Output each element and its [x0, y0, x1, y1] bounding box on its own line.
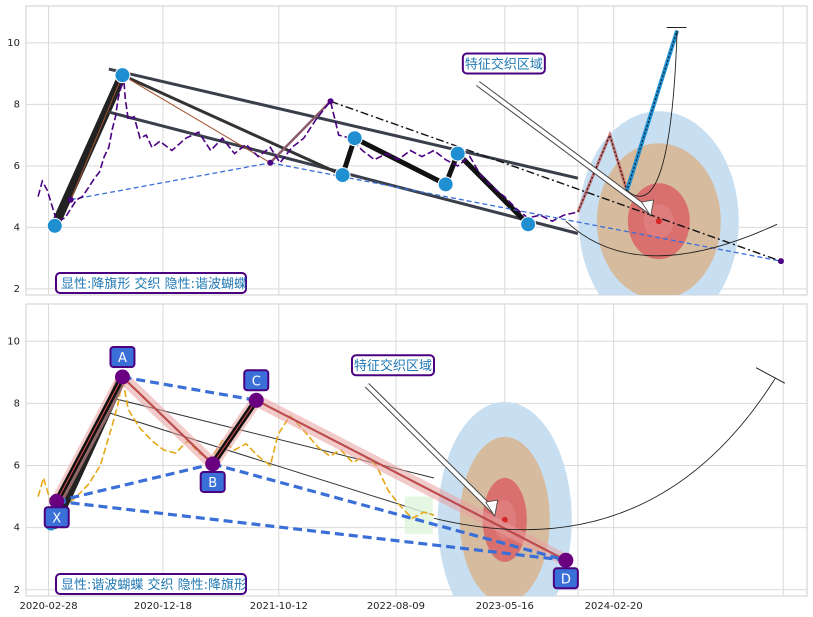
- y-tick-label: 4: [14, 523, 20, 534]
- zone-label-box: [461, 52, 546, 75]
- pattern-point-X: [49, 493, 65, 509]
- harmonic-dashed-leg: [70, 162, 271, 201]
- channel-upper-line: [108, 67, 579, 180]
- y-tick-label: 10: [7, 38, 20, 49]
- harmonic-point: [327, 98, 334, 105]
- price-series-line: [37, 76, 579, 223]
- harmonic-leg-core: [56, 376, 123, 502]
- zone-arrow-head: [485, 499, 499, 518]
- pattern-point-D: [558, 552, 574, 568]
- y-tick-label: 2: [14, 284, 20, 295]
- point-label-box-B: [199, 470, 226, 493]
- pattern-point: [114, 67, 131, 84]
- harmonic-dashed-leg: [122, 375, 257, 402]
- plot-area-1: [25, 303, 808, 597]
- zone-arrow-shaft-inner: [365, 383, 497, 514]
- harmonic-point: [267, 159, 274, 166]
- point-label-X: X: [52, 511, 61, 526]
- pattern-point: [334, 167, 351, 184]
- x-tick-label: 2024-02-20: [585, 601, 643, 612]
- summary-label-box: [55, 272, 247, 294]
- harmonic-leg: [122, 74, 271, 164]
- x-tick-label: 2022-08-09: [367, 601, 425, 612]
- pattern-leg: [353, 135, 447, 187]
- panel-content-1: [37, 367, 786, 596]
- y-tick-label: 10: [7, 336, 20, 347]
- target-bracket: [755, 367, 786, 384]
- arc-curve: [626, 30, 678, 197]
- point-label-B: B: [208, 476, 217, 491]
- pattern-point: [520, 216, 537, 233]
- point-label-box-C: [243, 369, 270, 392]
- y-tick-label: 8: [14, 398, 20, 409]
- summary-label: 显性:谐波蝴蝶 交织 隐性:降旗形: [61, 577, 247, 593]
- flagpole-line: [50, 70, 127, 231]
- x-tick-label: 2021-10-12: [250, 601, 308, 612]
- pattern-point-A: [114, 369, 130, 385]
- point-label-box-D: [552, 567, 579, 590]
- harmonic-dashed-leg: [212, 462, 567, 562]
- harmonic-leg-core: [212, 400, 257, 465]
- pattern-point: [437, 176, 454, 193]
- harmonic-leg-core: [256, 399, 567, 561]
- harmonic-leg: [70, 74, 123, 200]
- zone-arrow-shaft-inner: [476, 81, 652, 214]
- zone-arrow-head: [640, 199, 655, 218]
- pattern-leg: [455, 151, 530, 227]
- zone-label: 特征交织区域: [465, 56, 543, 72]
- zone-label: 特征交织区域: [354, 358, 432, 374]
- summary-label: 显性:降旗形 交织 隐性:谐波蝴蝶: [61, 276, 247, 292]
- harmonic-point: [67, 196, 74, 203]
- projection-path-dots: [577, 30, 678, 213]
- point-label-box-A: [109, 346, 136, 368]
- point-label-D: D: [561, 572, 571, 587]
- y-tick-label: 6: [14, 161, 20, 172]
- arc-curve: [565, 220, 778, 257]
- pattern-point: [346, 130, 363, 147]
- harmonic-leg: [269, 100, 332, 164]
- harmonic-dashed-leg: [56, 499, 567, 562]
- harmonic-dashed-leg: [270, 162, 782, 262]
- harmonic-leg-core: [122, 376, 214, 465]
- channel-lower-line: [108, 412, 435, 516]
- x-tick-label: 2023-05-16: [476, 601, 534, 612]
- harmonic-point: [777, 258, 784, 265]
- pattern-point-B: [205, 456, 221, 472]
- summary-label-box: [55, 573, 247, 595]
- harmonic-dashed-leg: [56, 462, 214, 503]
- point-label-box-X: [43, 506, 70, 529]
- x-tick-label: 2020-12-18: [134, 601, 192, 612]
- y-tick-label: 2: [14, 585, 20, 596]
- x-tick-label: 2020-02-28: [19, 601, 77, 612]
- target-zone-center: [655, 218, 662, 225]
- zone-label-box: [350, 354, 435, 377]
- pattern-point: [46, 217, 63, 234]
- point-label-A: A: [118, 351, 127, 366]
- y-tick-label: 4: [14, 222, 20, 233]
- pattern-point-C: [248, 392, 264, 408]
- y-tick-label: 6: [14, 461, 20, 472]
- point-label-C: C: [252, 374, 261, 389]
- pattern-point: [449, 145, 466, 162]
- arc-curve: [433, 378, 776, 531]
- pattern-leg: [121, 73, 344, 177]
- y-tick-label: 8: [14, 99, 20, 110]
